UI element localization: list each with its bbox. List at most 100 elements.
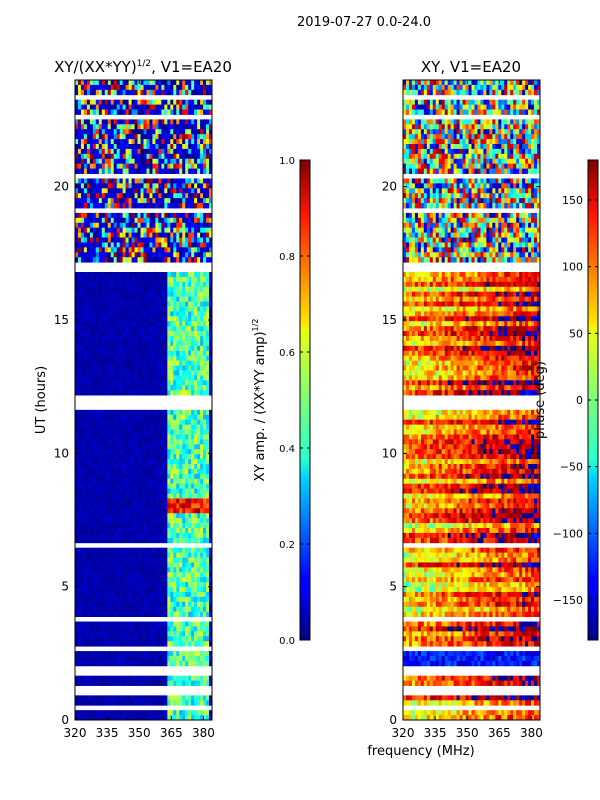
heatmap1-cell [203,572,207,578]
heatmap1-cell [203,301,207,307]
heatmap1-cell [143,84,147,91]
heatmap1-cell [176,572,180,578]
heatmap1-cell [170,523,174,529]
heatmap1-cell [206,473,210,480]
heatmap1-cell [164,503,168,509]
heatmap1-cell [152,272,156,278]
heatmap1-cell [131,611,135,618]
heatmap1-cell [191,503,195,509]
heatmap1-cell [164,281,168,288]
heatmap1-cell [95,592,100,598]
heatmap1-cell [203,528,207,534]
heatmap1-cell [110,375,115,381]
heatmap1-cell [122,523,127,529]
heatmap1-cell [176,168,180,174]
heatmap1-cell [203,488,207,494]
heatmap1-cell [161,370,165,376]
heatmap1-cell [125,80,130,86]
heatmap1-cell [107,291,112,298]
heatmap1-cell [155,390,159,396]
heatmap1-cell [164,222,168,229]
heatmap1-cell [110,587,115,593]
heatmap1-cell [143,651,147,657]
heatmap1-cell [164,316,168,322]
heatmap1-cell [209,360,213,366]
heatmap1-cell [122,237,127,243]
heatmap1-cell [194,547,198,554]
heatmap1-cell [143,572,147,578]
heatmap1-cell [95,350,100,357]
heatmap1-cell [92,331,97,337]
heatmap1-cell [155,163,159,170]
heatmap1-cell [107,203,112,209]
heatmap1-cell [200,306,204,312]
heatmap1-cell [185,611,189,618]
heatmap1-cell [77,641,82,647]
heatmap1-cell [86,360,91,366]
heatmap1-cell [122,513,127,519]
heatmap1-cell [107,587,112,593]
heatmap1-cell [179,601,183,608]
heatmap1-cell [173,247,177,253]
heatmap1-cell [95,217,100,224]
heatmap1-cell [179,562,183,568]
heatmap1-cell [131,626,135,632]
heatmap1-cell [101,439,106,445]
heatmap1-cell [110,424,115,430]
heatmap1-cell [158,385,162,391]
heatmap1-cell [209,168,213,174]
heatmap1-cell [128,572,132,578]
heatmap1-cell [209,424,213,430]
heatmap1-cell [104,331,109,337]
heatmap1-cell [131,385,135,391]
heatmap1-cell [86,631,91,637]
heatmap1-cell [107,355,112,362]
heatmap1-cell [77,631,82,637]
heatmap1-cell [176,439,180,445]
heatmap1-cell [75,144,79,150]
heatmap1-cell [131,528,135,534]
heatmap1-cell [92,370,97,376]
heatmap1-cell [122,587,127,593]
heatmap1-cell [116,424,121,430]
heatmap1-cell [182,291,186,298]
heatmap1-cell [176,350,180,357]
heatmap1-cell [176,414,180,421]
heatmap1-cell [95,365,100,371]
heatmap1-cell [200,129,204,135]
heatmap1-cell [209,291,213,298]
heatmap1-cell [110,326,115,332]
heatmap1-cell [92,596,97,603]
heatmap1-cell [140,537,144,544]
heatmap1-cell [140,331,144,337]
heatmap1-cell [122,163,127,170]
heatmap1-cell [167,567,171,573]
heatmap1-cell [173,414,177,421]
heatmap1-cell [143,331,147,337]
heatmap1-cell [110,523,115,529]
heatmap1-cell [89,365,94,371]
heatmap1-cell [95,567,100,573]
heatmap1-cell [131,365,135,371]
heatmap1-cell [152,370,156,376]
heatmap1-cell [194,611,198,618]
heatmap1-cell [116,227,121,234]
heatmap1-cell [131,656,135,662]
heatmap1-cell [95,153,100,160]
heatmap1-cell [131,183,135,189]
heatmap1-cell [191,84,195,91]
heatmap1-cell [134,212,138,219]
heatmap1-cell [107,547,112,554]
heatmap1-cell [107,232,112,238]
heatmap1-cell [86,518,91,524]
heatmap1-cell [134,227,138,234]
heatmap1-cell [200,350,204,357]
heatmap1-cell [161,513,165,519]
heatmap1-cell [77,459,82,465]
heatmap1-cell [206,419,210,426]
heatmap1-cell [104,606,109,613]
heatmap1-cell [176,301,180,307]
heatmap1-cell [194,291,198,298]
heatmap1-cell [200,473,204,480]
heatmap1-cell [140,518,144,524]
